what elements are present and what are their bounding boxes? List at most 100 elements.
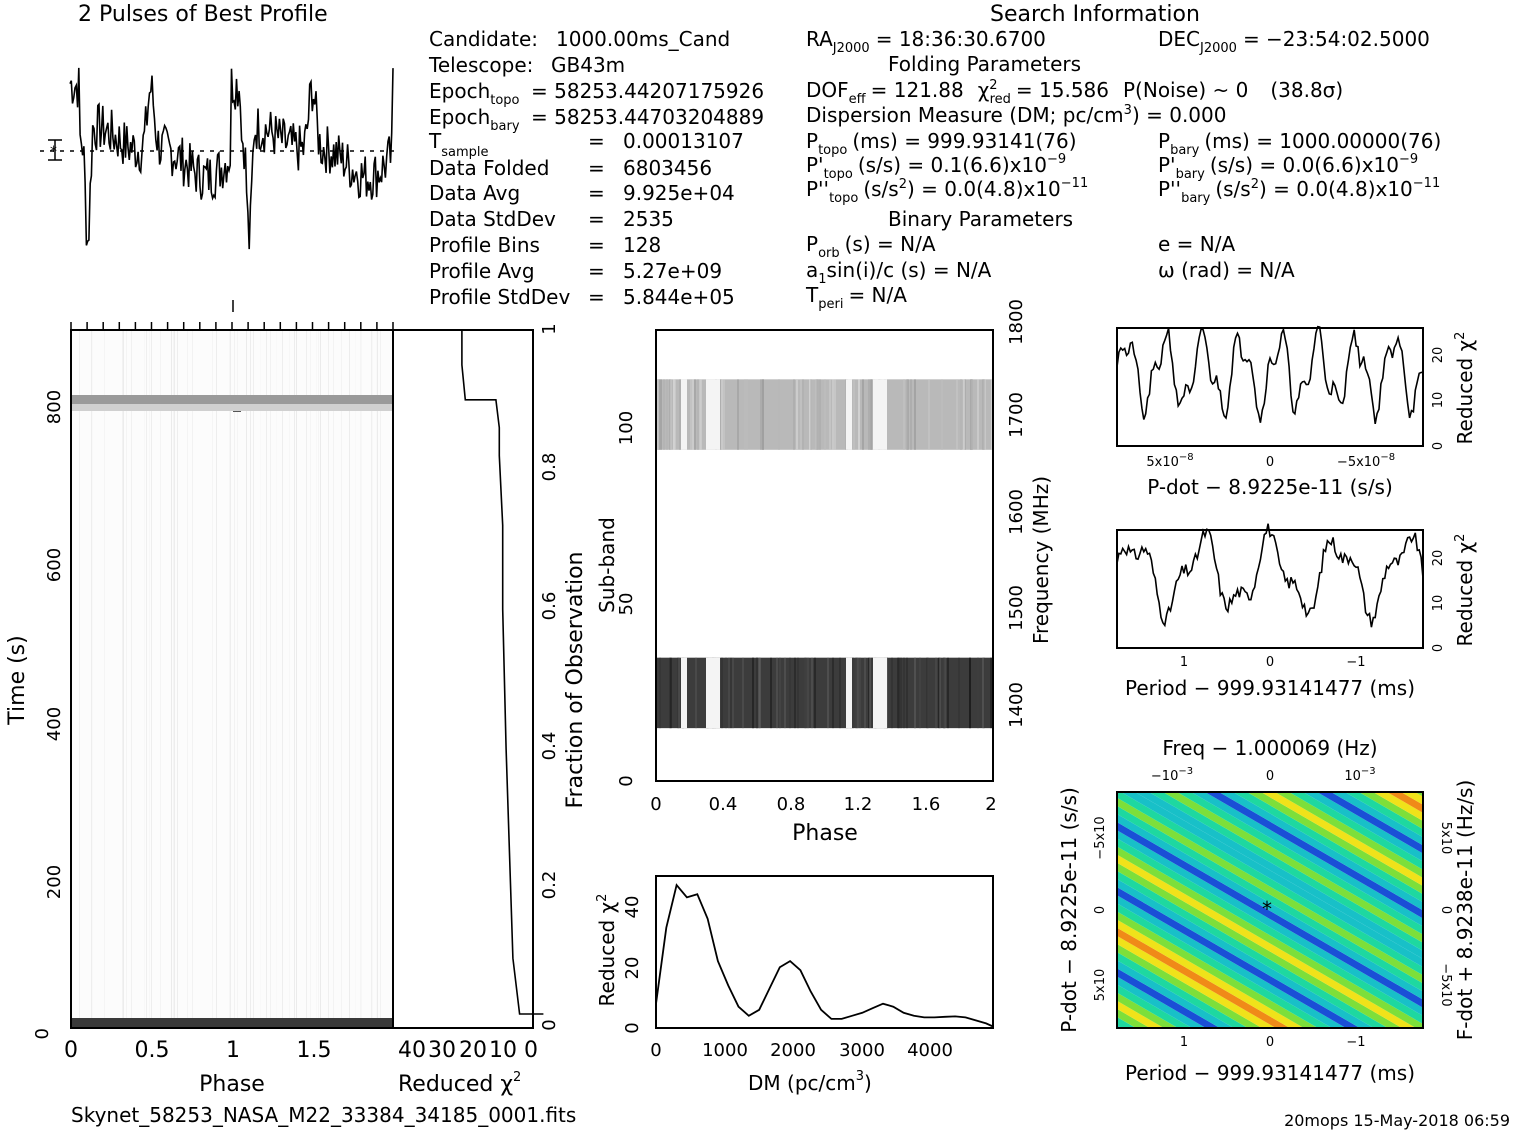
subband-stripe <box>770 657 772 729</box>
subband-stripe <box>914 379 916 450</box>
subband-stripe <box>659 657 661 729</box>
ppdot-band <box>1117 814 1423 1000</box>
subband-stripe <box>827 657 829 729</box>
subband-stripe <box>853 379 855 450</box>
subband-stripe <box>983 379 985 450</box>
subband-ylabel: Sub-band <box>595 517 619 613</box>
best-point-marker: * <box>1262 897 1272 921</box>
info-tsample-eq: = <box>588 129 605 153</box>
subband-stripe <box>903 379 905 450</box>
time-phase-stripe <box>160 330 161 1028</box>
info-pddbary: ) = 0.0(4.8)x10 <box>1259 177 1413 201</box>
time-phase-stripe <box>294 330 295 1028</box>
ppdot-band <box>1331 792 1423 846</box>
svg-text:−10−3: −10−3 <box>1151 766 1193 784</box>
subband-stripe <box>956 379 958 450</box>
subband-stripe <box>982 657 984 729</box>
freq-top-tick-0: 0 <box>1266 769 1274 784</box>
redchi-tick-0: 0 <box>524 1038 538 1063</box>
time-phase-stripe <box>126 330 127 1028</box>
ppdot-band <box>1117 830 1423 1016</box>
svg-text:RAJ2000= 18:36:30.6700: RAJ2000 = 18:36:30.6700 <box>806 27 1046 56</box>
subband-stripe <box>776 657 778 729</box>
time-phase-stripe <box>377 330 378 1028</box>
time-phase-stripe <box>296 330 297 1028</box>
info-epoch-topo-sub: topo <box>490 93 519 108</box>
time-phase-stripe <box>92 330 93 1028</box>
subband-stripe <box>779 657 781 729</box>
redchi-tick-40: 40 <box>398 1038 426 1063</box>
ppdot-band <box>1191 792 1423 927</box>
info-profstd-eq: = <box>588 285 605 309</box>
subband-stripe <box>794 657 796 729</box>
freq-top-tick-neg: −10 <box>1151 769 1178 784</box>
dm-chi2-line <box>655 883 994 1028</box>
map-xlabel: Period − 999.93141477 (ms) <box>1125 1061 1415 1085</box>
time-phase-stripe <box>122 330 123 1028</box>
time-phase-stripe <box>91 330 92 1028</box>
profile-title: 2 Pulses of Best Profile <box>78 2 328 27</box>
info-tsample-value: 0.00013107 <box>623 129 744 153</box>
dm-panel: 0 1000 2000 3000 4000 DM (pc/cm3) 0 20 4… <box>595 875 994 1095</box>
period-xlabel: Period − 999.93141477 (ms) <box>1125 676 1415 700</box>
info-avg-label: Data Avg <box>429 181 520 205</box>
time-phase-stripe <box>276 330 277 1028</box>
info-profavg-eq: = <box>588 259 605 283</box>
subband-stripe <box>742 657 744 729</box>
time-phase-stripe <box>380 330 381 1028</box>
info-folded-eq: = <box>588 156 605 180</box>
ppdot-band <box>1117 822 1423 1008</box>
time-ylabel: Time (s) <box>5 635 30 725</box>
time-tick-800: 800 <box>44 390 65 424</box>
ppdot-band <box>1135 792 1423 960</box>
info-dof-value: = 121.88 <box>871 78 964 102</box>
ppdot-band <box>1117 792 1423 976</box>
redchi-xlabel: Reduced χ <box>398 1072 513 1097</box>
subband-stripe <box>802 379 804 450</box>
frac-ylabel: Fraction of Observation <box>563 552 588 809</box>
subband-stripe <box>859 657 861 729</box>
info-stddev-label: Data StdDev <box>429 207 556 231</box>
subband-stripe <box>789 657 791 729</box>
subband-stripe <box>869 657 871 729</box>
subband-stripe <box>793 379 795 450</box>
time-phase-stripe <box>177 330 178 1028</box>
info-omega: ω (rad) = N/A <box>1158 258 1295 282</box>
subband-stripe <box>971 379 973 450</box>
phase-tick-0: 0 <box>64 1038 78 1063</box>
info-bins-label: Profile Bins <box>429 233 540 257</box>
time-phase-stripe <box>229 330 230 1028</box>
info-dm-label: Dispersion Measure (DM; pc/cm <box>806 103 1124 127</box>
frac-tick-02: 0.2 <box>539 871 560 900</box>
period-ytick-20: 20 <box>1431 550 1446 567</box>
subband-stripe <box>778 379 780 450</box>
info-left: Candidate: 1000.00ms_Cand Telescope: GB4… <box>428 27 764 309</box>
subband-stripe <box>752 657 754 729</box>
subband-stripe <box>797 657 799 729</box>
svg-text:Porb(s) = N/A: Porb (s) = N/A <box>806 232 936 261</box>
subband-stripe <box>839 657 841 729</box>
ppdot-map-panel: * Freq − 1.000069 (Hz) −10−3 0 10−3 1 0 … <box>1057 736 1477 1085</box>
ppdot-band <box>1387 792 1423 813</box>
info-pdbary-exp: −9 <box>1399 152 1418 167</box>
info-epoch-topo-label: Epoch <box>429 79 490 103</box>
subband-stripe <box>695 657 697 729</box>
ppdot-band <box>1247 792 1423 895</box>
subband-stripe <box>814 657 816 729</box>
time-phase-stripe <box>216 330 217 1028</box>
subband-stripe <box>674 379 676 450</box>
subband-stripe <box>660 379 662 450</box>
info-tsample-sub: sample <box>441 145 488 160</box>
dm-tick-0: 0 <box>650 1040 661 1061</box>
pdot-xlabel: P-dot − 8.9225e-11 (s/s) <box>1147 475 1393 499</box>
ppdot-band <box>1117 1000 1164 1028</box>
ppdot-band <box>1117 838 1423 1024</box>
info-pdbary: (s/s) = 0.0(6.6)x10 <box>1210 153 1399 177</box>
info-epoch-bary-sub: bary <box>490 119 520 134</box>
time-phase-stripe <box>289 330 290 1028</box>
info-pbary: (ms) = 1000.00000(76) <box>1204 129 1441 153</box>
ppdot-band <box>1219 792 1423 911</box>
time-phase-stripe <box>355 330 356 1028</box>
info-pddbary-exp: −11 <box>1413 176 1440 191</box>
period-tick-0: 0 <box>1266 655 1274 670</box>
